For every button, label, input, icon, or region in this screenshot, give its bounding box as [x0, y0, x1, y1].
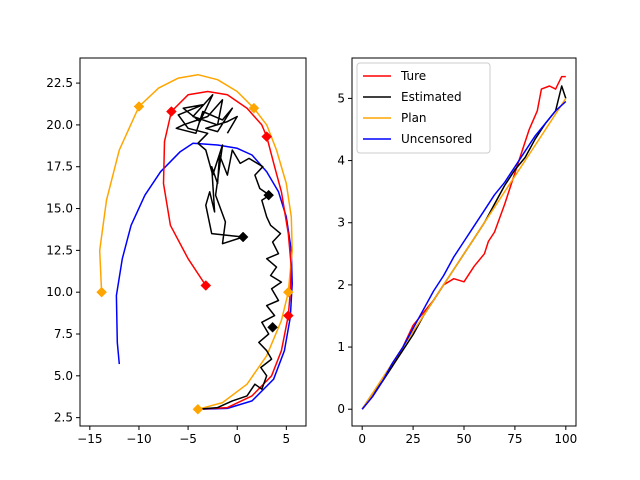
- y-tick-label: 4: [337, 154, 345, 168]
- right-time-series-panel: 0 25 50 75 100 0 1 2 3 4 5 Ture Estimated Plan Uncenso…: [337, 57, 577, 446]
- legend-box: [356, 62, 491, 154]
- red-diamond-marker: [261, 131, 273, 142]
- left-trajectory-panel: −15 −10 −5 0 5 2.5 5.0 7.5 10.0 12.5 15.0 17.5 20.0 2…: [46, 57, 307, 446]
- y-tick-label: 17.5: [46, 160, 73, 174]
- orange-diamond-marker: [192, 403, 204, 415]
- y-tick-label: 3: [337, 216, 345, 230]
- y-tick-label: 22.5: [46, 76, 73, 90]
- x-tick-label: 0: [233, 432, 241, 446]
- y-tick-label: 5.0: [54, 369, 73, 383]
- x-tick-label: −10: [126, 432, 151, 446]
- axes-frame: [79, 57, 307, 427]
- series-line-orange: [98, 73, 293, 411]
- y-tick-label: 2: [337, 278, 345, 292]
- black-diamond-marker: [267, 321, 278, 333]
- x-tick-label: 50: [456, 432, 471, 446]
- orange-diamond-marker: [282, 286, 294, 298]
- legend-label-estimated: Estimated: [401, 90, 462, 104]
- x-tick-label: 0: [358, 432, 366, 446]
- x-tick-label: 100: [554, 432, 577, 446]
- orange-diamond-marker: [133, 101, 145, 112]
- legend-label-uncensored: Uncensored: [401, 132, 472, 146]
- orange-diamond-marker: [248, 102, 260, 114]
- red-diamond-marker: [166, 106, 177, 117]
- y-tick-label: 1: [337, 340, 345, 354]
- y-tick-label: 5: [337, 91, 345, 105]
- x-tick-label: −5: [179, 432, 197, 446]
- y-tick-label: 2.5: [54, 411, 73, 425]
- y-tick-label: 15.0: [46, 202, 73, 216]
- series-line-blue: [115, 142, 293, 411]
- black-diamond-marker: [237, 231, 249, 243]
- x-tick-label: 5: [283, 432, 291, 446]
- y-tick-label: 20.0: [46, 118, 73, 132]
- red-diamond-marker: [200, 280, 212, 291]
- series-line-uncensored: [361, 100, 567, 410]
- y-tick-label: 0: [337, 402, 345, 416]
- x-tick-label: 25: [405, 432, 420, 446]
- y-tick-label: 7.5: [54, 327, 73, 341]
- series-line-black: [175, 94, 283, 411]
- red-diamond-marker: [282, 310, 294, 321]
- legend: Ture Estimated Plan Uncensored: [356, 62, 491, 154]
- legend-label-ture: Ture: [400, 69, 426, 83]
- black-diamond-marker: [263, 189, 275, 201]
- y-tick-label: 12.5: [46, 243, 73, 257]
- orange-diamond-marker: [96, 286, 107, 298]
- y-tick-label: 10.0: [46, 285, 73, 299]
- x-tick-label: 75: [507, 432, 522, 446]
- x-tick-label: −15: [77, 432, 102, 446]
- legend-label-plan: Plan: [401, 111, 427, 125]
